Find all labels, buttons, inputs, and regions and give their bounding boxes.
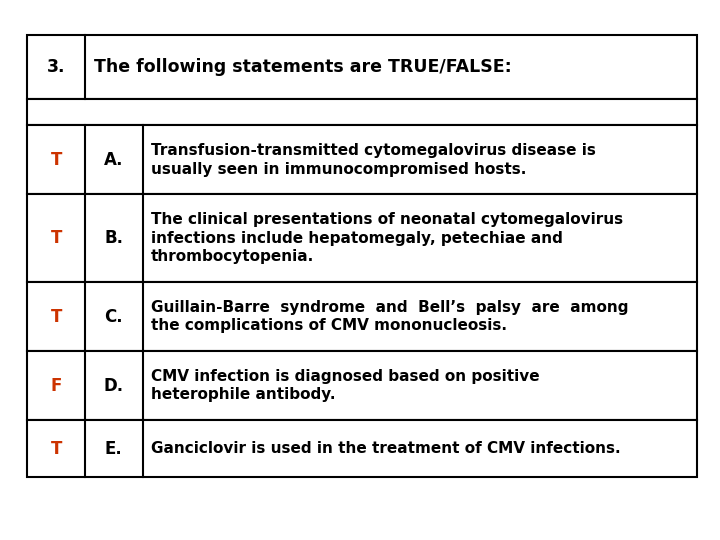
Text: T: T xyxy=(50,440,62,457)
Text: E.: E. xyxy=(105,440,122,457)
Text: B.: B. xyxy=(104,230,123,247)
Text: A.: A. xyxy=(104,151,124,169)
Text: 3.: 3. xyxy=(47,58,66,76)
Bar xyxy=(27,282,697,351)
Text: CMV infection is diagnosed based on positive
heterophile antibody.: CMV infection is diagnosed based on posi… xyxy=(151,369,540,402)
Text: Transfusion-transmitted cytomegalovirus disease is
usually seen in immunocomprom: Transfusion-transmitted cytomegalovirus … xyxy=(151,143,596,177)
Text: T: T xyxy=(50,308,62,326)
Text: Guillain-Barre  syndrome  and  Bell’s  palsy  are  among
the complications of CM: Guillain-Barre syndrome and Bell’s palsy… xyxy=(151,300,629,334)
Bar xyxy=(27,420,697,477)
Bar xyxy=(27,351,697,420)
Bar xyxy=(27,194,697,282)
Text: C.: C. xyxy=(104,308,123,326)
Text: T: T xyxy=(50,151,62,169)
Text: The following statements are TRUE/FALSE:: The following statements are TRUE/FALSE: xyxy=(94,58,511,76)
Text: The clinical presentations of neonatal cytomegalovirus
infections include hepato: The clinical presentations of neonatal c… xyxy=(151,212,624,265)
Bar xyxy=(27,125,697,194)
Bar xyxy=(27,99,697,125)
Bar xyxy=(27,35,697,99)
Text: Ganciclovir is used in the treatment of CMV infections.: Ganciclovir is used in the treatment of … xyxy=(151,441,621,456)
Text: T: T xyxy=(50,230,62,247)
Text: F: F xyxy=(50,376,62,395)
Text: D.: D. xyxy=(104,376,124,395)
